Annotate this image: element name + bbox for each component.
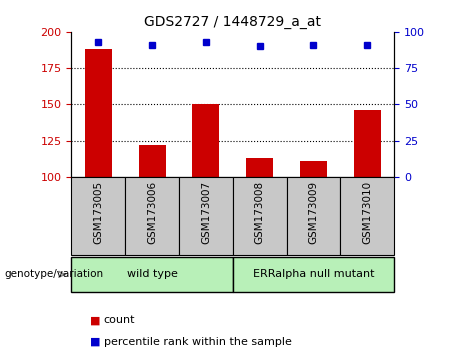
Bar — [139, 145, 165, 177]
Bar — [287, 177, 340, 255]
Bar — [340, 177, 394, 255]
Text: GSM173007: GSM173007 — [201, 181, 211, 244]
Bar — [125, 177, 179, 255]
Text: GSM173006: GSM173006 — [147, 181, 157, 244]
Text: percentile rank within the sample: percentile rank within the sample — [104, 337, 292, 347]
Bar — [85, 49, 112, 177]
Text: wild type: wild type — [127, 269, 177, 279]
Title: GDS2727 / 1448729_a_at: GDS2727 / 1448729_a_at — [144, 16, 321, 29]
Bar — [193, 104, 219, 177]
Bar — [246, 158, 273, 177]
Bar — [354, 110, 381, 177]
Text: GSM173005: GSM173005 — [93, 181, 103, 244]
Bar — [71, 257, 233, 292]
Text: GSM173009: GSM173009 — [308, 181, 319, 244]
Text: genotype/variation: genotype/variation — [5, 269, 104, 279]
Bar — [71, 177, 125, 255]
Text: ■: ■ — [90, 337, 100, 347]
Text: GSM173010: GSM173010 — [362, 181, 372, 244]
Bar — [300, 161, 327, 177]
Text: ■: ■ — [90, 315, 100, 325]
Bar — [179, 177, 233, 255]
Bar — [233, 257, 394, 292]
Bar — [233, 177, 287, 255]
Text: count: count — [104, 315, 135, 325]
Text: ERRalpha null mutant: ERRalpha null mutant — [253, 269, 374, 279]
Text: GSM173008: GSM173008 — [254, 181, 265, 244]
